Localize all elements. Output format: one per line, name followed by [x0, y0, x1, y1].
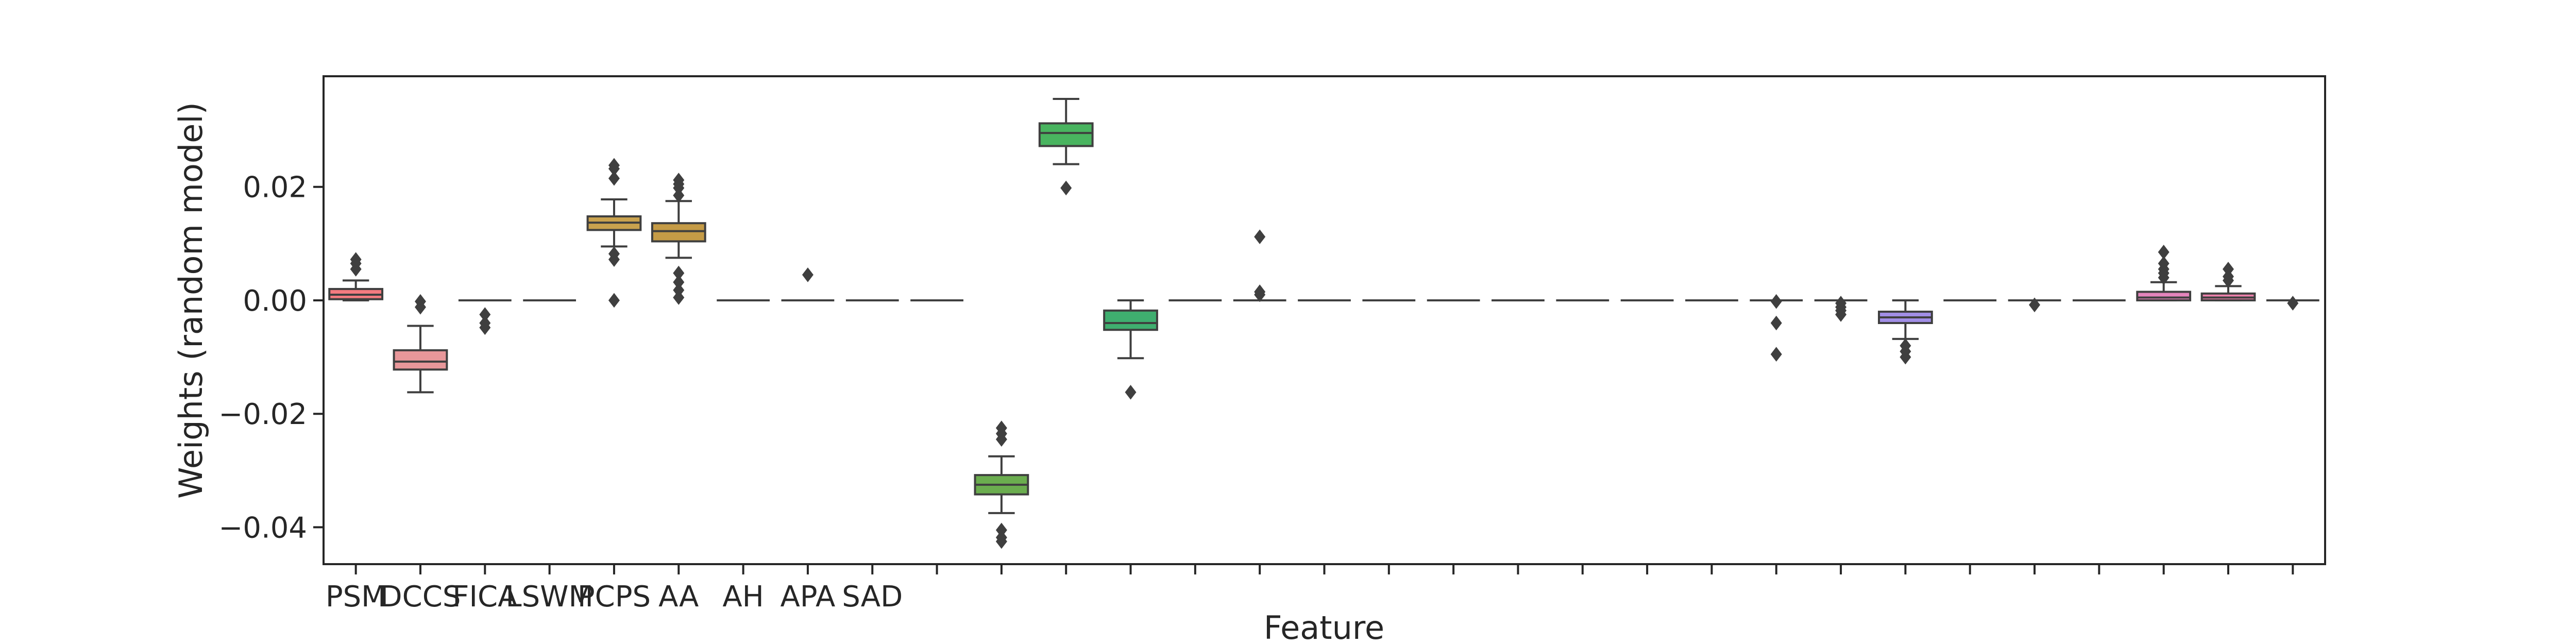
box-5-outlier-7 — [673, 173, 685, 188]
box-5-outlier-0 — [673, 265, 685, 281]
plot-area — [328, 98, 2319, 549]
box-30 — [2266, 296, 2319, 311]
x-tick-label-0: PSM — [326, 580, 386, 614]
box-29 — [2200, 262, 2256, 301]
box-26 — [2008, 297, 2061, 313]
box-2 — [458, 299, 512, 335]
box-12-outlier-0 — [1125, 385, 1137, 400]
box-1 — [393, 294, 448, 394]
box-12-iqr — [1103, 309, 1158, 331]
box-10 — [974, 420, 1029, 549]
box-2-outlier-0 — [479, 307, 491, 322]
x-tick-label-1: DCCS — [380, 580, 461, 614]
box-0-outlier-2 — [350, 252, 362, 267]
box-4-outlier-1 — [608, 246, 620, 261]
x-tick-label-8: SAD — [842, 580, 903, 614]
box-10-outlier-3 — [995, 522, 1007, 538]
box-22-outlier-2 — [1770, 294, 1782, 309]
box-0 — [328, 252, 384, 301]
box-26-outlier-0 — [2029, 297, 2041, 313]
x-tick-label-7: APA — [781, 580, 836, 614]
box-7 — [781, 267, 835, 301]
box-22-outlier-1 — [1770, 347, 1782, 362]
box-1-outlier-1 — [414, 294, 426, 309]
box-10-outlier-5 — [995, 534, 1007, 549]
x-axis-label: Feature — [1264, 609, 1384, 644]
box-4-outlier-5 — [608, 293, 620, 308]
box-5-outlier-4 — [673, 188, 685, 203]
x-tick-label-2: FICA — [452, 580, 517, 614]
box-28-iqr — [2136, 291, 2192, 301]
box-5 — [651, 173, 706, 305]
box-14 — [1233, 229, 1286, 302]
x-tick-label-3: LSWM — [505, 580, 593, 614]
box-23 — [1814, 296, 1868, 322]
box-29-outlier-2 — [2223, 262, 2234, 277]
box-14-outlier-2 — [1254, 229, 1266, 244]
box-2-outlier-2 — [479, 320, 491, 335]
box-28-outlier-4 — [2158, 245, 2170, 260]
box-5-outlier-2 — [673, 282, 685, 298]
box-24-outlier-2 — [1900, 349, 1911, 365]
box-11-outlier-0 — [1060, 180, 1072, 196]
box-5-iqr — [651, 222, 706, 243]
box-23-outlier-3 — [1835, 307, 1847, 322]
plot-frame — [323, 75, 2326, 565]
box-22 — [1750, 294, 1803, 362]
box-7-outlier-0 — [802, 267, 814, 282]
box-1-iqr — [393, 349, 448, 371]
y-tick-label-3: −0.04 — [218, 511, 307, 545]
box-22-outlier-0 — [1770, 315, 1782, 331]
y-tick-label-1: 0.00 — [243, 284, 307, 318]
box-4-outlier-4 — [608, 158, 620, 173]
box-12 — [1103, 299, 1158, 400]
x-tick-label-6: AH — [722, 580, 764, 614]
y-axis-label: Weights (random model) — [172, 102, 210, 499]
y-tick-label-0: 0.02 — [243, 171, 307, 205]
box-28-outlier-3 — [2158, 256, 2170, 271]
x-tick-label-5: AA — [658, 580, 699, 614]
box-28 — [2136, 245, 2192, 301]
y-axis: 0.02 0.00 −0.02 −0.04 — [218, 171, 324, 545]
box-14-outlier-1 — [1254, 284, 1266, 299]
box-4 — [586, 158, 642, 308]
x-tick-label-4: PCPS — [578, 580, 651, 614]
box-11 — [1038, 98, 1094, 196]
box-30-outlier-0 — [2287, 296, 2299, 311]
box-5-outlier-3 — [673, 290, 685, 305]
box-4-outlier-2 — [608, 171, 620, 186]
box-11-iqr — [1038, 122, 1094, 147]
box-29-outlier-1 — [2223, 269, 2234, 284]
box-5-outlier-1 — [673, 275, 685, 290]
y-tick-label-2: −0.02 — [218, 398, 307, 431]
box-24 — [1878, 299, 1933, 365]
box-10-outlier-2 — [995, 432, 1007, 447]
